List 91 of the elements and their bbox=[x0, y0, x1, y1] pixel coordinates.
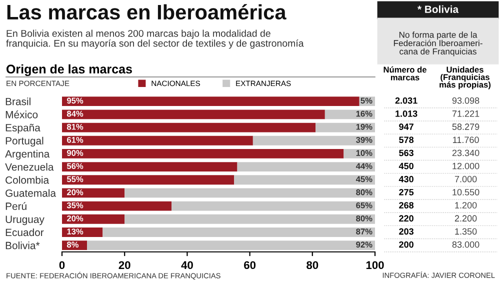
x-tick-label: 0 bbox=[59, 261, 65, 270]
bar bbox=[252, 136, 375, 146]
chart-title: Las marcas en Iberoamérica bbox=[7, 4, 286, 20]
text: 71.221 bbox=[452, 110, 480, 117]
y-tick-label: Uruguay bbox=[6, 216, 44, 226]
text: 268 bbox=[399, 202, 414, 208]
y-tick-label: Perú bbox=[6, 202, 26, 210]
x-tick-label: 40 bbox=[181, 261, 193, 270]
text: 1.350 bbox=[455, 228, 477, 235]
data-label: 92% bbox=[356, 242, 372, 248]
chart-subtitle: En Bolivia existen al menos 200 marcas bajo la modalidad de franquicia. En su mayoría son del sector de textiles y de gastronomía bbox=[6, 30, 304, 49]
data-label: 45% bbox=[356, 176, 372, 182]
data-label: 90% bbox=[66, 150, 84, 156]
y-tick-label: Venezuela bbox=[5, 163, 54, 171]
text: 12.000 bbox=[452, 162, 480, 170]
data-label: 8% bbox=[66, 242, 79, 248]
data-label: 95% bbox=[66, 98, 84, 104]
text: No forma parte de la Federación Iberoameri- cana de Franquicias bbox=[394, 32, 482, 56]
bar bbox=[124, 214, 375, 224]
text: 1.200 bbox=[455, 202, 477, 208]
data-label: 20% bbox=[66, 215, 84, 222]
data-label: 61% bbox=[67, 136, 84, 143]
text: 563 bbox=[399, 150, 414, 156]
y-tick-label: Bolivia* bbox=[6, 242, 40, 250]
text: 11.760 bbox=[452, 136, 479, 144]
text: 58.279 bbox=[452, 124, 480, 130]
data-label: 16% bbox=[356, 110, 372, 117]
text: 203 bbox=[399, 228, 414, 235]
text: 200 bbox=[399, 241, 414, 248]
y-tick-label: Portugal bbox=[6, 136, 44, 147]
data-label: 35% bbox=[66, 202, 84, 208]
bar bbox=[87, 240, 375, 250]
bar bbox=[62, 136, 253, 146]
data-label: 87% bbox=[356, 228, 372, 234]
y-tick-label: México bbox=[6, 110, 38, 118]
x-tick-label: 80 bbox=[306, 261, 318, 270]
data-label: 20% bbox=[66, 189, 84, 196]
bar bbox=[62, 110, 325, 120]
y-tick-label: España bbox=[6, 124, 40, 134]
bar bbox=[62, 122, 316, 132]
data-label: 39% bbox=[356, 136, 372, 143]
data-label: 5% bbox=[360, 98, 372, 104]
y-tick-label: Argentina bbox=[5, 150, 50, 160]
data-label: 56% bbox=[66, 163, 84, 170]
bar bbox=[172, 201, 375, 211]
data-label: 13% bbox=[67, 228, 84, 234]
y-tick-label: Ecuador bbox=[6, 228, 44, 236]
bar bbox=[234, 175, 375, 185]
data-label: 80% bbox=[356, 189, 372, 196]
y-tick-label: Guatemala bbox=[6, 189, 56, 197]
bar bbox=[62, 175, 234, 185]
x-tick-label: 60 bbox=[244, 261, 256, 270]
bar bbox=[237, 162, 375, 172]
y-tick-label: Colombia bbox=[6, 176, 50, 184]
data-label: 10% bbox=[356, 150, 372, 156]
text: Origen de las marcas bbox=[6, 64, 132, 76]
text: 275 bbox=[399, 189, 414, 196]
text: 7.000 bbox=[454, 176, 477, 182]
bar bbox=[62, 214, 125, 224]
text: 578 bbox=[399, 136, 414, 144]
text: 220 bbox=[399, 215, 414, 222]
text: 947 bbox=[399, 124, 414, 130]
bar bbox=[62, 201, 172, 211]
text: 2.200 bbox=[454, 215, 477, 222]
bar bbox=[62, 162, 238, 172]
text: 430 bbox=[398, 176, 414, 182]
data-label: 65% bbox=[356, 202, 372, 208]
text: 83.000 bbox=[452, 241, 480, 248]
data-label: 80% bbox=[356, 215, 372, 222]
data-label: 81% bbox=[66, 124, 84, 130]
text: Número de marcas bbox=[384, 66, 426, 80]
bar bbox=[62, 148, 344, 158]
bar bbox=[102, 228, 375, 237]
x-tick-label: 20 bbox=[118, 261, 130, 270]
bar bbox=[324, 110, 375, 120]
text: * Bolivia bbox=[417, 5, 459, 13]
x-tick-label: 100 bbox=[366, 261, 384, 270]
data-label: 19% bbox=[356, 124, 372, 130]
data-label: 44% bbox=[356, 163, 372, 170]
text: 450 bbox=[398, 162, 414, 170]
data-label: 55% bbox=[66, 176, 84, 182]
text: 93.098 bbox=[452, 97, 480, 104]
text: 23.340 bbox=[452, 150, 480, 156]
text: 10.550 bbox=[452, 189, 480, 196]
bar bbox=[124, 188, 375, 198]
data-label: 84% bbox=[66, 110, 84, 117]
y-tick-label: Brasil bbox=[6, 98, 30, 106]
text: 2.031 bbox=[395, 97, 418, 104]
text: Unidades (Franquicias más propias) bbox=[440, 66, 491, 90]
text: 1.013 bbox=[396, 110, 418, 117]
bar bbox=[62, 96, 360, 106]
